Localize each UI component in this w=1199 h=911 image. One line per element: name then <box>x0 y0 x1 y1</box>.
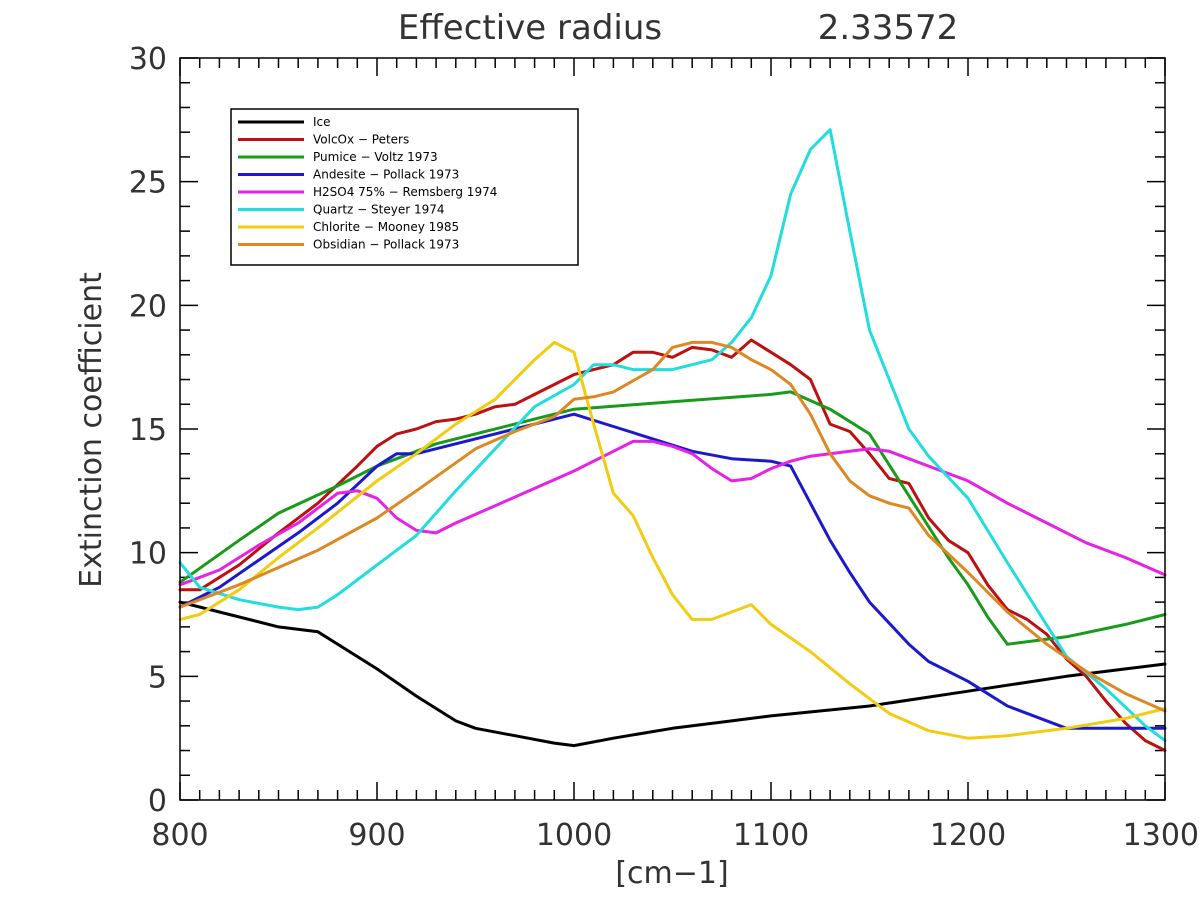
y-tick-label: 0 <box>148 784 167 819</box>
x-tick-label: 1100 <box>733 818 809 853</box>
y-tick-label: 10 <box>129 537 167 572</box>
y-tick-label: 15 <box>129 413 167 448</box>
legend-label: Quartz − Steyer 1974 <box>313 203 445 217</box>
x-tick-label: 800 <box>151 818 208 853</box>
y-axis-label: Extinction coefficient <box>74 272 109 588</box>
series-line-2 <box>178 390 1167 646</box>
x-axis-label: [cm−1] <box>615 856 728 891</box>
x-tick-label: 900 <box>348 818 405 853</box>
legend-label: Ice <box>313 115 331 129</box>
y-tick-labels: 0 5 10 15 20 25 30 <box>129 42 167 819</box>
x-tick-labels: 800 900 1000 1100 1200 1300 <box>151 818 1199 853</box>
series-line-7 <box>178 340 1167 713</box>
series-line-1 <box>178 338 1167 752</box>
legend: Ice VolcOx − Peters Pumice − Voltz 1973 And… <box>230 108 579 266</box>
chart-title-value: 2.33572 <box>818 8 959 48</box>
legend-label: Andesite − Pollack 1973 <box>313 168 459 182</box>
legend-box <box>230 108 579 266</box>
legend-label: VolcOx − Peters <box>313 133 409 147</box>
series-line-0 <box>178 600 1167 748</box>
legend-label: H2SO4 75% − Remsberg 1974 <box>313 185 497 199</box>
legend-label: Pumice − Voltz 1973 <box>313 150 438 164</box>
x-tick-label: 1300 <box>1123 818 1199 853</box>
legend-label: Obsidian − Pollack 1973 <box>313 238 459 252</box>
chart-title: Effective radius <box>398 8 662 48</box>
legend-label: Chlorite − Mooney 1985 <box>313 220 459 234</box>
series-line-6 <box>178 340 1167 740</box>
series-line-4 <box>178 439 1167 587</box>
series-line-3 <box>178 412 1167 730</box>
plot-frame <box>179 57 1166 801</box>
y-tick-label: 5 <box>148 660 167 695</box>
x-tick-label: 1000 <box>536 818 612 853</box>
series-lines <box>178 128 1167 752</box>
x-tick-label: 1200 <box>930 818 1006 853</box>
series-line-5 <box>178 128 1167 743</box>
y-tick-label: 25 <box>129 166 167 201</box>
y-tick-label: 20 <box>129 289 167 324</box>
y-tick-label: 30 <box>129 42 167 77</box>
